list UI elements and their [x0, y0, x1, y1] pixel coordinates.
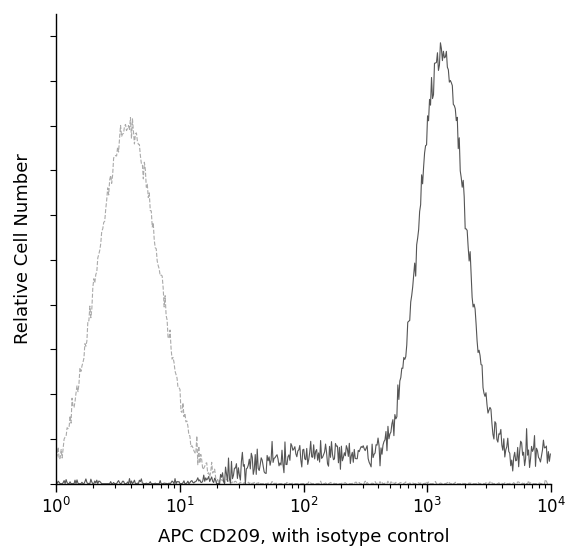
Y-axis label: Relative Cell Number: Relative Cell Number [14, 153, 32, 344]
X-axis label: APC CD209, with isotype control: APC CD209, with isotype control [158, 528, 450, 546]
